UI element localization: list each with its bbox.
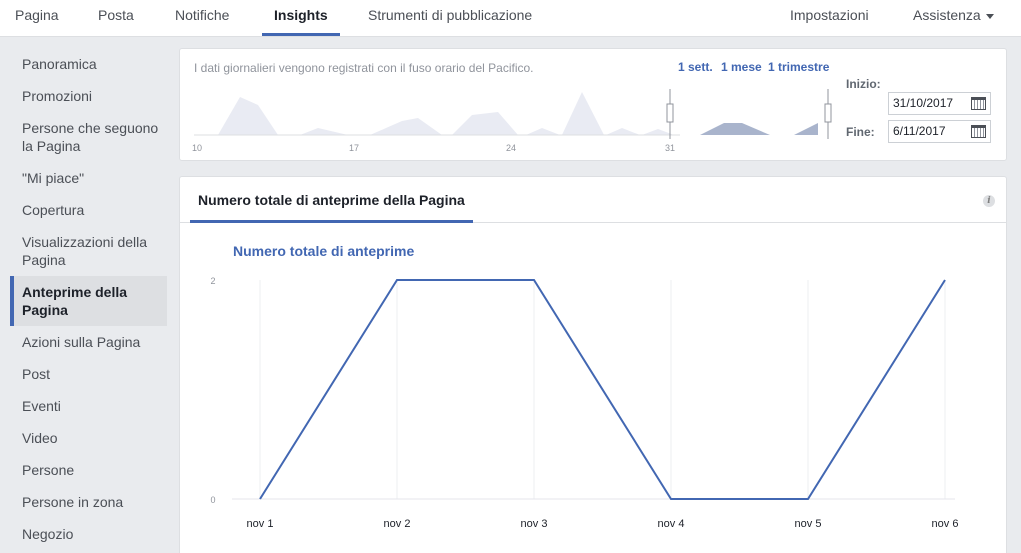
insights-sidebar: Panoramica Promozioni Persone che seguon… (0, 37, 167, 553)
timeline-selected-areas (700, 123, 818, 135)
settings-link[interactable]: Impostazioni (790, 7, 869, 23)
timeline-area (642, 129, 674, 135)
x-tick-label: nov 1 (247, 518, 274, 530)
x-tick-label: nov 3 (521, 518, 548, 530)
x-tick-label: nov 6 (932, 518, 959, 530)
x-tick-label: nov 2 (384, 518, 411, 530)
start-date-label: Inizio: (846, 77, 881, 91)
preset-1-month[interactable]: 1 mese (721, 60, 762, 74)
timeline-handle-start[interactable] (666, 89, 674, 139)
timeline-tick-label: 10 (192, 143, 203, 153)
date-range-panel: 10 17 24 31 I dati giornalieri vengono r… (179, 48, 1007, 161)
y-tick-label: 0 (210, 495, 215, 505)
preset-1-quarter[interactable]: 1 trimestre (768, 60, 830, 74)
sidebar-item-video[interactable]: Video (22, 430, 58, 446)
timeline-overview-chart[interactable] (180, 49, 1008, 162)
preset-1-week[interactable]: 1 sett. (678, 60, 713, 74)
calendar-icon[interactable] (971, 97, 986, 110)
timeline-area (452, 112, 518, 135)
help-label: Assistenza (913, 7, 981, 23)
series-title: Numero totale di anteprime (233, 243, 415, 259)
tab-posta[interactable]: Posta (98, 7, 134, 23)
timeline-tick-label: 31 (665, 143, 676, 153)
info-icon[interactable]: i (983, 195, 995, 207)
sidebar-item-copertura[interactable]: Copertura (22, 202, 85, 218)
tab-notifiche[interactable]: Notifiche (175, 7, 230, 23)
timeline-area (370, 118, 442, 135)
timezone-note: I dati giornalieri vengono registrati co… (194, 61, 534, 75)
timeline-handle-end[interactable] (824, 89, 832, 139)
end-date-value: 6/11/2017 (893, 124, 946, 138)
timeline-tick-label: 24 (506, 143, 517, 153)
calendar-icon[interactable] (971, 125, 986, 138)
tab-pagina[interactable]: Pagina (15, 7, 59, 23)
sidebar-item-anteprime[interactable]: Anteprime della Pagina (10, 276, 167, 326)
sidebar-item-post[interactable]: Post (22, 366, 51, 382)
timeline-area (526, 128, 560, 135)
sidebar-item-persone-che-seguono[interactable]: Persone che seguono la Pagina (22, 120, 159, 154)
caret-down-icon (985, 13, 994, 19)
previews-line-chart: nov 1 nov 2 nov 3 nov 4 nov 5 nov 6 0 2 (210, 276, 959, 530)
timeline-tick-label: 17 (349, 143, 360, 153)
top-navigation: Pagina Posta Notifiche Insights Strument… (0, 0, 1021, 37)
sidebar-item-persone[interactable]: Persone (22, 462, 75, 478)
sidebar-item-visualizzazioni[interactable]: Visualizzazioni della Pagina (22, 234, 148, 268)
sidebar-item-panoramica[interactable]: Panoramica (22, 56, 97, 72)
sidebar-item-promozioni[interactable]: Promozioni (22, 88, 93, 104)
help-menu[interactable]: Assistenza (913, 0, 994, 36)
tab-insights[interactable]: Insights (262, 0, 340, 36)
sidebar-item-persone-in-zona[interactable]: Persone in zona (22, 494, 124, 510)
sidebar-item-mi-piace[interactable]: "Mi piace" (22, 170, 85, 186)
end-date-label: Fine: (846, 125, 875, 139)
chart-panel: Numero totale di anteprime della Pagina … (179, 176, 1007, 553)
sidebar-item-azioni[interactable]: Azioni sulla Pagina (22, 334, 141, 350)
series-line (259, 279, 946, 500)
y-tick-label: 2 (210, 276, 215, 286)
start-date-field[interactable]: 31/10/2017 (888, 92, 991, 115)
timeline-area (218, 97, 278, 135)
timeline-area (300, 128, 348, 135)
timeline-areas (218, 92, 674, 135)
end-date-field[interactable]: 6/11/2017 (888, 120, 991, 143)
timeline-area (606, 128, 640, 135)
timeline-selected-area (794, 123, 818, 135)
tab-strumenti-di-pubblicazione[interactable]: Strumenti di pubblicazione (368, 7, 533, 23)
chart-tab-bar: Numero totale di anteprime della Pagina … (180, 177, 1006, 223)
sidebar-item-eventi[interactable]: Eventi (22, 398, 61, 414)
x-tick-label: nov 4 (658, 518, 685, 530)
tab-total-page-previews[interactable]: Numero totale di anteprime della Pagina (190, 177, 473, 223)
x-tick-label: nov 5 (795, 518, 822, 530)
timeline-selected-area (700, 123, 770, 135)
sidebar-item-negozio[interactable]: Negozio (22, 526, 74, 542)
start-date-value: 31/10/2017 (893, 96, 954, 110)
timeline-area (562, 92, 604, 135)
